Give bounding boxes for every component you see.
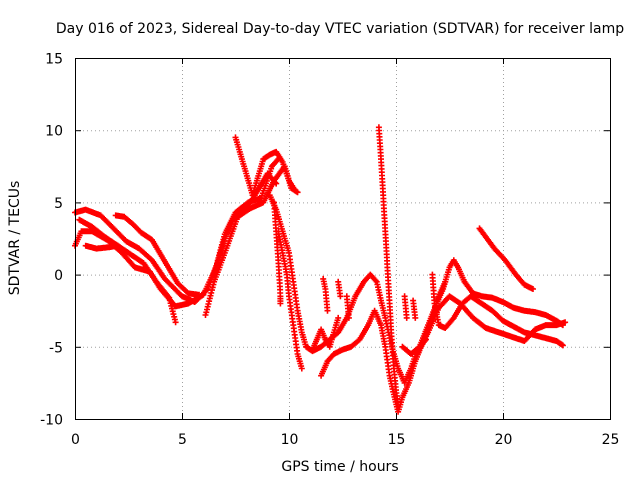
series-markers (112, 212, 203, 298)
chart-title: Day 016 of 2023, Sidereal Day-to-day VTE… (56, 21, 624, 37)
series-track-r (320, 275, 331, 314)
x-tick-label: 5 (178, 432, 187, 448)
series-markers (476, 225, 536, 292)
series-track-n (429, 271, 566, 349)
series-track-p (476, 225, 536, 292)
series-track-g (232, 134, 299, 199)
axis-ticks: 0 5 10 15 20 25 -10 -5 0 5 10 15 (40, 52, 619, 449)
series-markers (401, 293, 410, 321)
data-marks (72, 124, 569, 415)
y-tick-label: 15 (45, 52, 63, 68)
y-tick-label: -5 (49, 340, 63, 356)
series-track-c (76, 216, 179, 326)
y-tick-label: 0 (54, 268, 63, 284)
series-track-k (318, 278, 449, 415)
x-tick-label: 0 (71, 432, 80, 448)
series-track-t (343, 293, 352, 321)
series-track-h (266, 192, 429, 386)
series-markers (271, 199, 284, 307)
series-markers (343, 293, 352, 321)
x-tick-label: 25 (602, 432, 620, 448)
y-axis-label: SDTVAR / TECUs (7, 181, 23, 296)
series-markers (414, 293, 569, 357)
plot-frame (75, 58, 611, 420)
series-track-e (112, 212, 203, 298)
series-track-j (271, 199, 284, 307)
series-track-v (410, 297, 419, 321)
y-tick-label: 5 (54, 196, 63, 212)
y-tick-label: -10 (40, 413, 63, 429)
series-track-o (414, 293, 569, 357)
series-markers (82, 242, 121, 252)
series-markers (320, 275, 331, 314)
series-markers (318, 278, 449, 415)
x-axis-label: GPS time / hours (281, 459, 398, 475)
y-tick-label: 10 (45, 124, 63, 140)
series-markers (309, 314, 342, 353)
grid (75, 58, 610, 419)
series-markers (375, 124, 402, 408)
series-markers (429, 271, 566, 349)
series-track-d (82, 242, 121, 252)
x-tick-label: 20 (495, 432, 513, 448)
series-markers (410, 297, 419, 321)
x-tick-label: 15 (388, 432, 406, 448)
series-markers (76, 216, 179, 326)
series-track-s (335, 278, 344, 300)
series-markers (232, 134, 299, 199)
series-markers (266, 192, 429, 386)
series-track-q (309, 314, 342, 353)
series-track-l (375, 124, 402, 408)
series-markers (335, 278, 344, 300)
x-tick-label: 10 (281, 432, 299, 448)
series-track-u (401, 293, 410, 321)
